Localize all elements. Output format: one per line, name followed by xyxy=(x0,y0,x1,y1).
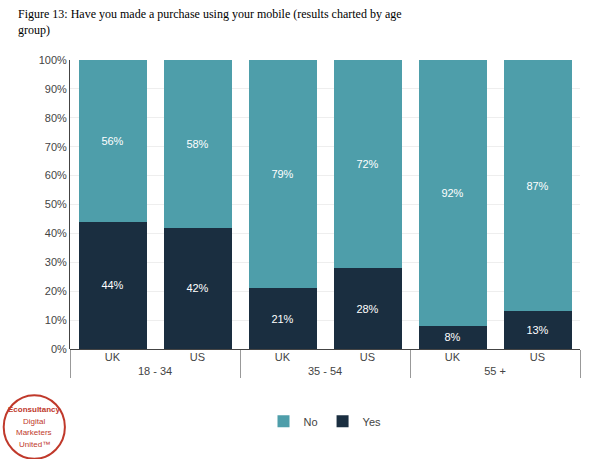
svg-text:Marketers: Marketers xyxy=(16,428,52,437)
svg-text:10%: 10% xyxy=(45,314,67,326)
svg-text:42%: 42% xyxy=(186,282,208,294)
svg-text:Econsultancy: Econsultancy xyxy=(8,405,61,414)
svg-text:40%: 40% xyxy=(45,227,67,239)
svg-text:28%: 28% xyxy=(356,303,378,315)
svg-text:87%: 87% xyxy=(526,180,548,192)
svg-text:50%: 50% xyxy=(45,198,67,210)
svg-text:US: US xyxy=(530,351,545,363)
svg-text:70%: 70% xyxy=(45,141,67,153)
svg-text:United™: United™ xyxy=(19,440,50,449)
svg-text:20%: 20% xyxy=(45,285,67,297)
svg-text:80%: 80% xyxy=(45,112,67,124)
svg-text:Yes: Yes xyxy=(363,416,381,428)
svg-text:79%: 79% xyxy=(271,168,293,180)
svg-text:92%: 92% xyxy=(441,187,463,199)
svg-text:UK: UK xyxy=(445,351,461,363)
svg-text:13%: 13% xyxy=(526,324,548,336)
svg-text:0%: 0% xyxy=(51,343,67,355)
svg-text:18 - 34: 18 - 34 xyxy=(138,365,172,377)
svg-text:21%: 21% xyxy=(271,313,293,325)
svg-text:55 +: 55 + xyxy=(484,365,506,377)
svg-text:90%: 90% xyxy=(45,83,67,95)
svg-text:72%: 72% xyxy=(356,158,378,170)
svg-text:100%: 100% xyxy=(39,54,67,66)
svg-text:Digital: Digital xyxy=(23,417,45,426)
svg-text:35 - 54: 35 - 54 xyxy=(308,365,342,377)
svg-text:8%: 8% xyxy=(444,331,460,343)
svg-text:Figure 13: Have you made a pur: Figure 13: Have you made a purchase usin… xyxy=(18,7,402,37)
svg-text:58%: 58% xyxy=(186,138,208,150)
svg-text:US: US xyxy=(190,351,205,363)
svg-text:US: US xyxy=(360,351,375,363)
svg-text:60%: 60% xyxy=(45,169,67,181)
svg-text:No: No xyxy=(304,416,318,428)
svg-text:44%: 44% xyxy=(101,279,123,291)
svg-text:UK: UK xyxy=(275,351,291,363)
svg-text:UK: UK xyxy=(105,351,121,363)
svg-text:56%: 56% xyxy=(101,135,123,147)
svg-text:30%: 30% xyxy=(45,256,67,268)
